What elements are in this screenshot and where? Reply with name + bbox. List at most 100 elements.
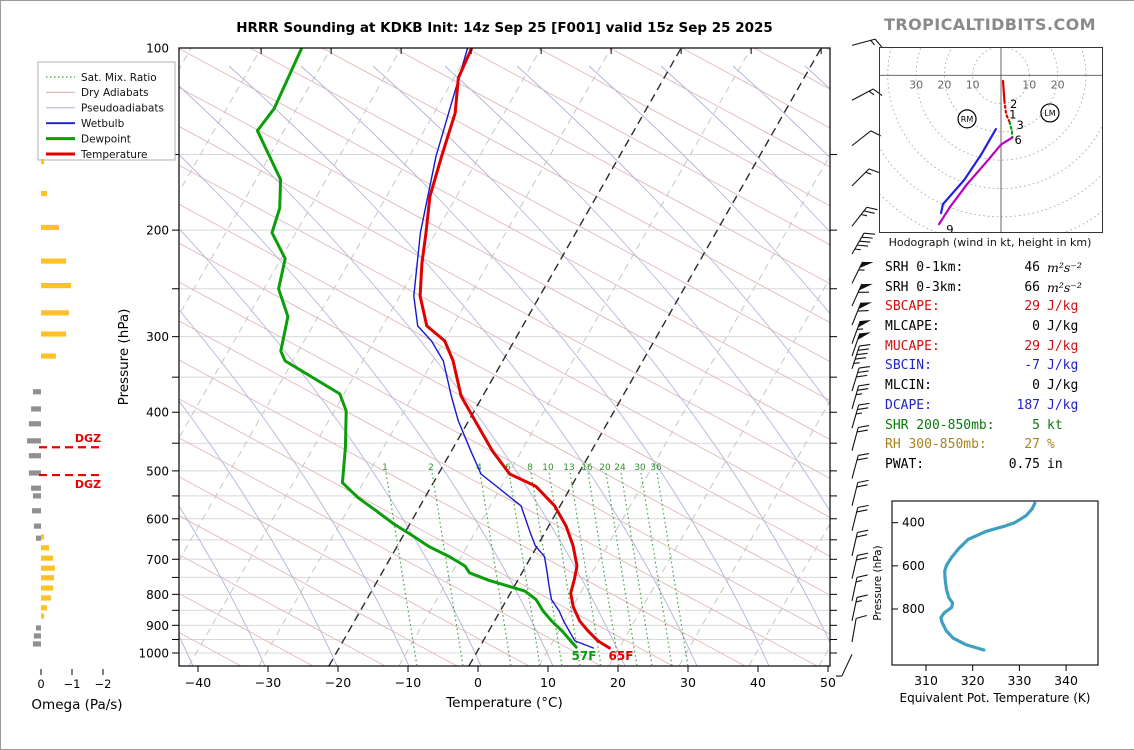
watermark: TROPICALTIDBITS.COM [875, 15, 1105, 34]
omega-bar [31, 406, 41, 411]
storm-motion-label: LM [1044, 109, 1055, 118]
omega-bar [29, 421, 41, 426]
mixing-ratio-label: 13 [563, 463, 574, 473]
stat-row: DCAPE:187 J/kg [885, 396, 1109, 416]
pressure-tick-label: 1000 [138, 647, 169, 661]
wind-barb [836, 654, 852, 676]
hodo-height-label: 1 [1009, 108, 1016, 122]
storm-motion-label: RM [961, 115, 974, 124]
hodo-axis-label: 20 [937, 78, 951, 91]
mixing-ratio-label: 24 [614, 463, 626, 473]
theta-e-xtick-label: 310 [914, 673, 938, 688]
omega-bar [41, 258, 66, 263]
pressure-tick-label: 800 [146, 588, 169, 602]
theta-e-xtick-label: 340 [1054, 673, 1078, 688]
dgz-label: DGZ [75, 478, 101, 491]
theta-e-line [941, 503, 1035, 650]
legend-label: Wetbulb [81, 118, 125, 130]
mixing-ratio-label: 36 [650, 463, 662, 473]
temp-tick-label: 40 [750, 675, 766, 690]
pressure-tick-label: 200 [146, 224, 169, 238]
pressure-tick-label: 500 [146, 464, 169, 478]
pressure-tick-label: 600 [146, 512, 169, 526]
omega-bar [34, 524, 41, 529]
hodo-trace-segment [941, 129, 996, 213]
hodo-axis-label: 20 [1051, 78, 1065, 91]
wind-barb [852, 169, 879, 186]
stat-label: DCAPE: [885, 396, 932, 416]
theta-e-xaxis-title: Equivalent Pot. Temperature (K) [900, 691, 1091, 705]
stat-value: 187 [932, 396, 1040, 416]
stat-label: PWAT: [885, 455, 924, 475]
omega-bar [41, 310, 69, 315]
wind-barb [852, 367, 870, 391]
omega-bar [41, 225, 59, 230]
omega-bar [31, 486, 41, 491]
pressure-axis-title: Pressure (hPa) [116, 309, 132, 406]
legend-label: Pseudoadiabats [81, 103, 164, 115]
theta-e-xtick-label: 320 [961, 673, 985, 688]
omega-bar [41, 585, 53, 590]
omega-tick-label: 0 [37, 677, 44, 691]
stat-row: RH 300-850mb:27% [885, 435, 1109, 455]
stat-label: SHR 200-850mb: [885, 416, 995, 436]
wind-barb [852, 505, 869, 530]
stat-value: 29 [940, 297, 1040, 317]
omega-bar [33, 389, 41, 394]
mixing-ratio-label: 1 [382, 463, 388, 473]
mixing-ratio-label: 10 [542, 463, 554, 473]
stat-value: 5 [995, 416, 1040, 436]
pressure-tick-label: 400 [146, 406, 169, 420]
wind-barb [852, 39, 882, 47]
omega-bar [33, 493, 41, 498]
wind-barb [852, 480, 869, 505]
legend-label: Dry Adiabats [81, 87, 149, 99]
stat-unit: J/kg [1047, 356, 1109, 376]
theta-e-ytick-label: 600 [902, 559, 925, 573]
omega-bar [36, 625, 41, 630]
hodo-height-label: 9 [946, 223, 953, 237]
pressure-gridlines [179, 155, 830, 653]
omega-bar [33, 641, 41, 646]
temp-axis-title: Temperature (°C) [445, 695, 563, 711]
omega-bar [32, 508, 41, 513]
surface-temp-label: 65F [609, 649, 634, 663]
stat-label: RH 300-850mb: [885, 435, 987, 455]
omega-bar [27, 438, 41, 443]
omega-bar [41, 159, 44, 164]
temp-tick-label: 30 [680, 675, 696, 690]
mixing-ratio-label: 8 [527, 463, 533, 473]
omega-bar [41, 545, 49, 550]
hodo-axis-label: 10 [966, 78, 980, 91]
stat-unit: J/kg [1047, 317, 1109, 337]
theta-e-ytick-label: 800 [902, 602, 925, 616]
omega-bar [41, 575, 54, 580]
wind-barb [852, 262, 874, 284]
temp-tick-label: −10 [395, 675, 421, 690]
stat-label: SBCIN: [885, 356, 932, 376]
stat-value: 0 [940, 317, 1040, 337]
stat-unit: J/kg [1047, 297, 1109, 317]
omega-bar [41, 353, 56, 358]
wind-barb [852, 454, 869, 479]
temp-tick-label: 50 [820, 675, 836, 690]
wind-barb [852, 403, 869, 428]
wind-barb [852, 530, 868, 556]
omega-bar [36, 536, 41, 541]
stat-unit: J/kg [1047, 396, 1109, 416]
stat-unit: m²s⁻² [1047, 258, 1109, 278]
omega-bar [41, 566, 55, 571]
legend-label: Dewpoint [81, 133, 131, 145]
mixing-ratio-label: 20 [599, 463, 611, 473]
legend-label: Temperature [80, 149, 148, 161]
omega-bar [41, 556, 53, 561]
